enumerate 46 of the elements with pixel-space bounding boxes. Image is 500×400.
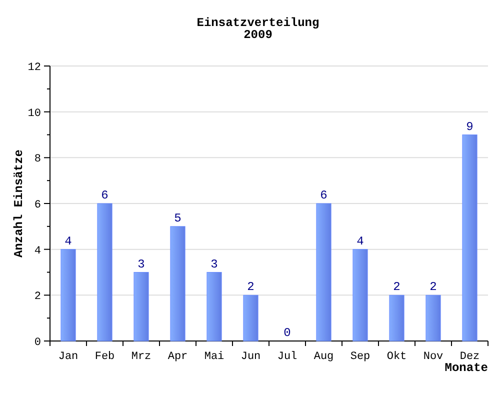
bar — [170, 226, 186, 342]
y-tick-label: 2 — [34, 291, 41, 304]
x-tick-label: Jan — [58, 351, 78, 363]
x-tick-label: Aug — [314, 351, 334, 363]
chart-title: Einsatzverteilung — [196, 16, 320, 30]
data-label: 2 — [430, 280, 437, 294]
data-label: 4 — [356, 234, 364, 248]
data-label: 4 — [64, 234, 72, 248]
bar — [60, 249, 76, 342]
data-label: 6 — [101, 188, 108, 202]
data-label: 2 — [247, 280, 254, 294]
x-tick-label: Jul — [277, 351, 298, 363]
x-tick-label: Apr — [168, 351, 188, 363]
bar — [134, 272, 149, 342]
x-tick-label: Mrz — [131, 351, 152, 363]
data-label: 3 — [210, 257, 218, 272]
bar — [389, 294, 404, 342]
y-tick-label: 0 — [34, 337, 41, 349]
bar — [426, 294, 441, 342]
x-axis-title: Monate — [444, 361, 488, 375]
bar — [206, 272, 222, 342]
bar — [316, 203, 332, 342]
bar — [352, 249, 368, 342]
bar — [462, 134, 478, 342]
bar — [243, 294, 258, 342]
x-tick-label: Okt — [386, 351, 407, 363]
y-tick-label: 6 — [34, 200, 41, 212]
x-tick-label: Jun — [240, 351, 261, 363]
data-label: 2 — [393, 280, 400, 294]
x-tick-label: Feb — [94, 351, 115, 363]
data-label: 6 — [320, 188, 328, 202]
y-tick-label: 4 — [34, 245, 42, 258]
chart-subtitle: 2009 — [244, 28, 272, 42]
x-tick-label: Nov — [423, 351, 444, 363]
y-tick-label: 8 — [34, 154, 41, 166]
y-axis-title: Anzahl Einsätze — [12, 149, 26, 258]
data-label: 0 — [284, 326, 291, 340]
data-label: 9 — [466, 120, 474, 134]
x-tick-label: Dez — [460, 351, 480, 363]
y-tick-label: 10 — [28, 108, 41, 120]
y-tick-label: 12 — [28, 62, 41, 74]
x-tick-label: Mai — [204, 351, 225, 363]
bar — [97, 203, 112, 342]
data-label: 5 — [174, 211, 182, 226]
x-tick-label: Sep — [350, 351, 370, 363]
data-label: 3 — [138, 257, 145, 272]
